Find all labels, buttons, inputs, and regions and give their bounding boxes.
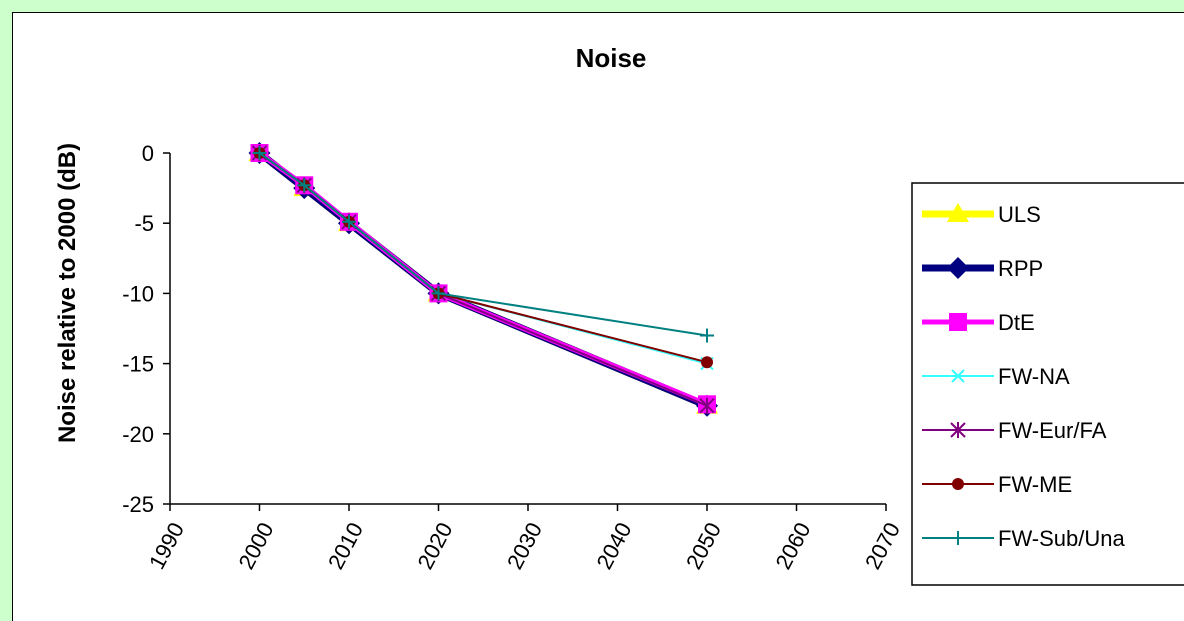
legend-box <box>911 182 1184 586</box>
legend-item: DtE <box>922 310 1035 335</box>
x-tick-label: 2050 <box>681 518 726 573</box>
series-layer <box>248 142 718 417</box>
y-axis-label: Noise relative to 2000 (dB) <box>54 143 81 443</box>
data-point <box>700 328 714 343</box>
legend-label: FW-Eur/FA <box>998 418 1107 443</box>
series-line <box>257 150 709 409</box>
y-tick-label: -15 <box>122 352 154 377</box>
chart-svg: Noise Noise relative to 2000 (dB) 0 -5 -10… <box>54 43 1184 586</box>
legend-label: FW-Sub/Una <box>998 526 1126 551</box>
x-tick-label: 2000 <box>233 518 278 573</box>
series-uls <box>248 142 718 414</box>
data-point <box>342 214 356 229</box>
legend-item: RPP <box>922 256 1043 281</box>
y-tick-label: -25 <box>122 492 154 517</box>
x-tick-label: 1990 <box>144 518 189 573</box>
x-tick-label: 2060 <box>770 518 815 573</box>
legend-marker <box>951 531 965 545</box>
chart-area: Noise Noise relative to 2000 (dB) 0 -5 -10… <box>12 12 1184 621</box>
legend-label: FW-NA <box>998 364 1070 389</box>
legend-label: DtE <box>998 310 1035 335</box>
x-tick-label: 2030 <box>502 518 547 573</box>
x-tick-label: 2010 <box>323 518 368 573</box>
x-tick-label: 2040 <box>591 518 636 573</box>
legend-item: FW-Eur/FA <box>922 418 1107 443</box>
series-line <box>258 152 708 407</box>
y-tick-label: 0 <box>142 141 154 166</box>
chart-title: Noise <box>576 43 647 73</box>
data-point <box>297 178 312 193</box>
data-point <box>699 397 715 414</box>
series-rpp <box>248 142 718 417</box>
series-fw-na <box>252 146 714 371</box>
legend-label: FW-ME <box>998 472 1072 497</box>
series-fw-sub-una <box>252 146 714 343</box>
legend-label: ULS <box>998 202 1041 227</box>
legend: ULS RPP DtE FW-NA FW-Eur/FA FW-ME FW-Sub/Una <box>911 182 1184 586</box>
series-line <box>258 152 708 337</box>
legend-item: FW-NA <box>922 364 1070 389</box>
series-dte <box>250 144 716 414</box>
series-fw-me <box>253 147 713 369</box>
legend-item: FW-ME <box>922 472 1072 497</box>
y-tick-label: -5 <box>134 211 154 236</box>
legend-marker <box>947 257 969 279</box>
y-tick-label: -20 <box>122 422 154 447</box>
legend-marker <box>949 313 967 331</box>
series-line <box>257 150 709 409</box>
legend-marker <box>951 369 965 383</box>
legend-item: ULS <box>922 202 1041 227</box>
y-tick-label: -10 <box>122 281 154 306</box>
data-point <box>252 146 267 160</box>
legend-marker <box>950 422 966 438</box>
legend-marker <box>952 478 964 490</box>
x-tick-label: 2070 <box>860 518 905 573</box>
legend-label: RPP <box>998 256 1043 281</box>
series-fw-eur-fa <box>251 145 715 414</box>
series-line <box>258 150 708 407</box>
data-point <box>431 286 446 301</box>
legend-marker <box>947 203 969 222</box>
series-line <box>258 152 708 364</box>
data-point <box>701 356 713 369</box>
x-tick-label: 2020 <box>412 518 457 573</box>
legend-item: FW-Sub/Una <box>922 526 1126 551</box>
series-line <box>258 152 708 365</box>
